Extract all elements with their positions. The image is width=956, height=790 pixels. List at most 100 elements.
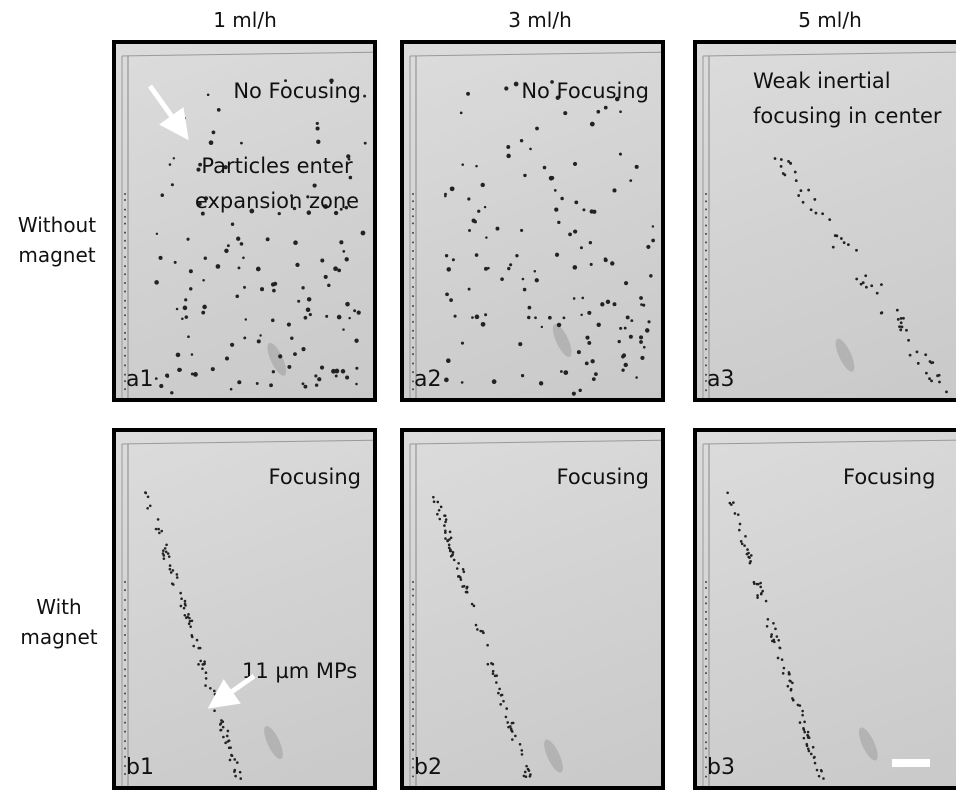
texture: [191, 353, 194, 356]
texture: [448, 547, 451, 550]
annotation: Weak inertial focusing in center: [753, 64, 956, 134]
texture: [236, 761, 239, 764]
texture: [440, 506, 443, 509]
texture: [147, 496, 150, 499]
texture: [779, 647, 782, 650]
texture: [361, 231, 366, 236]
texture: [705, 587, 707, 589]
texture: [543, 166, 547, 170]
texture: [124, 668, 126, 670]
texture: [784, 173, 787, 176]
texture: [412, 733, 414, 735]
texture: [227, 244, 230, 247]
texture: [524, 771, 527, 774]
texture: [124, 707, 126, 709]
texture: [573, 229, 577, 233]
texture: [506, 145, 510, 149]
texture: [495, 681, 498, 684]
texture: [412, 743, 414, 745]
texture: [590, 263, 593, 266]
texture: [453, 559, 456, 562]
texture: [412, 654, 414, 656]
texture: [821, 212, 824, 215]
texture: [705, 602, 707, 604]
texture: [492, 672, 495, 675]
texture: [209, 687, 212, 690]
texture: [452, 258, 455, 261]
texture: [124, 223, 126, 225]
texture: [756, 583, 759, 586]
texture: [787, 160, 790, 163]
texture: [124, 347, 126, 349]
texture: [233, 769, 236, 772]
texture: [301, 347, 305, 351]
texture: [167, 552, 170, 555]
texture: [353, 309, 356, 312]
texture: [705, 581, 707, 583]
texture: [260, 287, 264, 291]
texture: [163, 557, 166, 560]
texture: [204, 257, 207, 260]
texture: [412, 193, 414, 195]
texture: [705, 340, 707, 342]
texture: [124, 273, 126, 275]
texture: [331, 369, 336, 374]
texture: [629, 179, 632, 182]
texture: [256, 382, 259, 385]
texture: [705, 241, 707, 243]
texture: [451, 553, 454, 556]
panel-label: a3: [707, 367, 734, 392]
texture: [444, 378, 449, 383]
texture: [412, 614, 414, 616]
texture: [705, 707, 707, 709]
texture: [535, 278, 539, 282]
texture: [917, 362, 920, 365]
texture: [739, 523, 742, 526]
texture: [449, 298, 453, 302]
texture: [705, 224, 707, 226]
texture: [124, 589, 126, 591]
texture: [339, 240, 343, 244]
texture: [363, 95, 366, 98]
texture: [803, 731, 806, 734]
texture: [124, 599, 126, 601]
texture: [172, 569, 175, 572]
texture: [229, 759, 232, 762]
texture: [705, 732, 707, 734]
texture: [124, 685, 126, 687]
texture: [184, 600, 187, 603]
texture: [814, 762, 817, 765]
texture: [189, 620, 192, 623]
texture: [412, 215, 414, 217]
texture: [610, 261, 614, 265]
texture: [527, 316, 530, 319]
texture: [412, 267, 414, 269]
texture: [504, 86, 508, 90]
texture: [705, 332, 707, 334]
column-header: 1 ml/h: [145, 8, 345, 32]
texture: [938, 374, 941, 377]
texture: [907, 339, 910, 342]
texture: [157, 518, 160, 521]
texture: [548, 316, 552, 320]
texture: [777, 639, 780, 642]
texture: [613, 302, 617, 306]
texture: [776, 635, 779, 638]
texture: [753, 582, 756, 585]
texture: [534, 270, 537, 273]
texture: [485, 236, 487, 238]
texture: [461, 342, 464, 345]
texture: [159, 256, 163, 260]
texture: [213, 690, 216, 693]
texture: [484, 206, 486, 208]
texture: [201, 311, 205, 315]
texture: [744, 535, 747, 538]
texture: [227, 730, 230, 733]
texture: [557, 323, 561, 327]
texture: [124, 701, 126, 703]
texture: [507, 267, 510, 270]
texture: [316, 122, 319, 125]
texture: [204, 684, 207, 687]
image-panel: Weak inertial focusing in center a3: [693, 40, 956, 402]
texture: [412, 346, 414, 348]
